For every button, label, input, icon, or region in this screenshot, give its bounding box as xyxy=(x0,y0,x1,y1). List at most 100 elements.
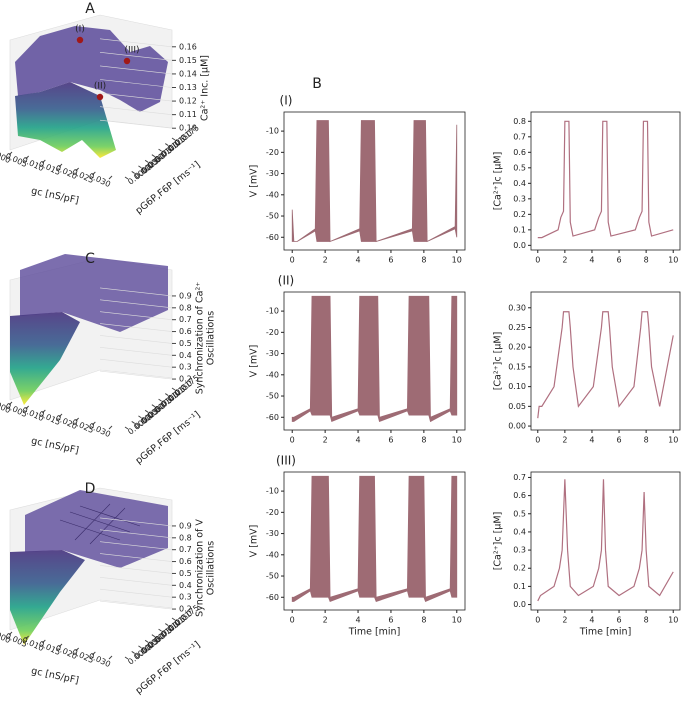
y-tick xyxy=(131,171,135,174)
x-tick-label: 10 xyxy=(668,616,678,625)
y-tick-label: 0.3 xyxy=(513,546,526,555)
surface xyxy=(10,550,85,645)
x-tick-label: 8 xyxy=(644,616,649,625)
z-tick-label: 0.9 xyxy=(179,521,192,530)
grid-line xyxy=(99,541,173,550)
annotation-point xyxy=(123,57,131,65)
x-axis-label: gc [nS/pF] xyxy=(30,186,80,207)
y-tick xyxy=(131,421,135,424)
y-tick xyxy=(124,176,129,180)
x-tick xyxy=(41,409,46,414)
y-tick-label: 0.30 xyxy=(508,303,526,312)
z-tick-label: 0.13 xyxy=(179,83,197,92)
z-tick-label: 0.12 xyxy=(179,97,197,106)
x-tick xyxy=(8,631,13,636)
x-tick-label: 6 xyxy=(616,256,621,265)
surface xyxy=(15,82,116,158)
x-tick-label: 0 xyxy=(535,436,540,445)
y-tick xyxy=(138,165,142,169)
x-tick xyxy=(108,175,113,180)
x-tick-label: 10 xyxy=(452,256,462,265)
surface xyxy=(10,312,80,405)
x-tick xyxy=(108,655,113,660)
z-tick-label: 0.7 xyxy=(179,315,192,324)
grid-line xyxy=(99,358,173,368)
x-tick-label: 10 xyxy=(668,436,678,445)
x-tick-label: 2 xyxy=(562,436,567,445)
x-tick-label: 8 xyxy=(421,256,426,265)
grid-line xyxy=(99,588,173,598)
grid-line xyxy=(99,370,173,380)
x-tick-label: 0 xyxy=(290,616,295,625)
x-tick-label: 10 xyxy=(452,436,462,445)
y-tick xyxy=(138,645,142,649)
x-tick-label: 2 xyxy=(323,616,328,625)
y-tick-label: -20 xyxy=(266,148,279,157)
z-tick-label: 0.11 xyxy=(179,110,197,119)
y-tick-label: 0.6 xyxy=(513,491,526,500)
y-tick xyxy=(151,404,156,408)
row-label: (II) xyxy=(278,274,294,288)
x-tick xyxy=(8,151,13,156)
x-tick xyxy=(75,647,80,652)
z-tick-label: 0.5 xyxy=(179,339,192,348)
y-tick xyxy=(138,415,142,419)
y-tick-label: -20 xyxy=(266,508,279,517)
x-tick xyxy=(8,401,13,406)
y-tick xyxy=(124,426,129,430)
y-tick-label: -30 xyxy=(266,349,279,358)
y-tick-label: -10 xyxy=(266,487,279,496)
y-axis-label: [Ca²⁺]c [μM] xyxy=(493,512,504,571)
y-tick-label: 0.2 xyxy=(513,210,526,219)
grid-line xyxy=(99,38,173,48)
x-tick-label: 0.030 xyxy=(87,651,112,669)
calcium-line xyxy=(537,311,674,419)
y-tick-label: 0.3 xyxy=(513,194,526,203)
x-tick xyxy=(25,635,30,640)
x-tick-label: 4 xyxy=(355,616,360,625)
x-axis-label: gc [nS/pF] xyxy=(30,666,80,687)
voltage-band xyxy=(291,120,458,243)
x-tick-label: 4 xyxy=(589,436,594,445)
x-tick-label: 0.030 xyxy=(87,171,112,189)
row-label: (III) xyxy=(276,454,296,468)
y-tick-label: 0.4 xyxy=(513,179,526,188)
y-tick-label: -60 xyxy=(266,233,279,242)
z-axis-label: Synchronization of V xyxy=(195,519,206,617)
x-tick xyxy=(58,643,63,648)
grid-line xyxy=(99,517,173,527)
x-tick-label: 0 xyxy=(535,616,540,625)
x-tick-label: 4 xyxy=(355,256,360,265)
y-tick-label: -30 xyxy=(266,169,279,178)
z-axis-label: Synchronization of Ca²⁺ xyxy=(195,282,206,395)
x-tick-label: 0 xyxy=(535,256,540,265)
y-tick-label: 0.2 xyxy=(513,564,526,573)
y-tick-label: -50 xyxy=(266,392,279,401)
y-tick-label: 0.05 xyxy=(508,402,526,411)
z-tick-label: 0.6 xyxy=(179,557,192,566)
y-tick-label: -50 xyxy=(266,572,279,581)
x-tick-label: 10 xyxy=(452,616,462,625)
y-tick-label: 0.7 xyxy=(513,473,526,482)
x-tick-label: 6 xyxy=(616,616,621,625)
y-tick-label: 0.20 xyxy=(508,343,526,352)
y-tick-label: 0.00 xyxy=(508,422,526,431)
plot-frame xyxy=(283,471,466,611)
z-tick-label: 0.6 xyxy=(179,327,192,336)
z-tick-label: 0.15 xyxy=(179,56,197,65)
z-tick-label: 0.3 xyxy=(179,363,192,372)
y-tick xyxy=(171,137,176,141)
panel-label: D xyxy=(85,481,96,497)
y-tick xyxy=(158,398,162,402)
z-tick-label: 0.4 xyxy=(179,351,192,360)
z-tick-label: 0.3 xyxy=(179,593,192,602)
annotation-point xyxy=(76,36,84,44)
x-tick xyxy=(75,417,80,422)
x-tick xyxy=(41,639,46,644)
grid-line xyxy=(99,553,173,562)
z-tick-label: 0.2 xyxy=(179,605,192,614)
y-tick-label: 0.5 xyxy=(513,509,526,518)
